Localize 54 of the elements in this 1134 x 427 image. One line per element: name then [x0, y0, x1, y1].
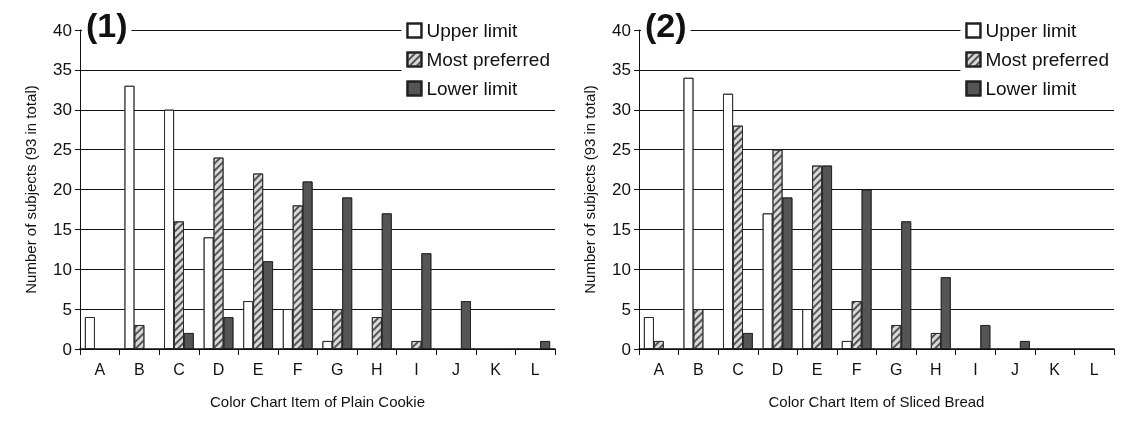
legend-label: Lower limit: [426, 78, 518, 99]
x-tick-label: D: [771, 360, 784, 378]
x-tick-label: H: [371, 360, 383, 378]
y-tick-label: 20: [612, 180, 631, 199]
x-tick-label: J: [452, 360, 461, 378]
legend-label: Most preferred: [426, 49, 550, 70]
x-tick-label: F: [292, 360, 303, 378]
y-tick-label: 30: [612, 100, 631, 120]
chart-title: (1): [86, 6, 128, 44]
x-tick-label: I: [414, 360, 419, 378]
x-tick-label: B: [134, 360, 145, 378]
y-tick-label: 35: [53, 60, 72, 80]
x-tick-label: H: [930, 360, 942, 378]
y-tick-label: 15: [53, 219, 72, 239]
legend-label: Upper limit: [985, 20, 1077, 41]
x-tick-label: C: [732, 360, 744, 378]
x-tick-label: A: [94, 360, 106, 378]
y-tick-label: 0: [62, 339, 72, 359]
y-tick-label: 5: [62, 299, 72, 319]
y-tick-label: 20: [53, 180, 72, 199]
y-tick-label: 15: [612, 219, 631, 239]
x-tick-label: E: [252, 360, 264, 378]
x-tick-label: F: [851, 360, 862, 378]
x-axis-title: Color Chart Item of Plain Cookie: [209, 393, 426, 410]
x-tick-label: D: [212, 360, 225, 378]
legend-label: Upper limit: [426, 20, 518, 41]
y-tick-label: 10: [612, 259, 631, 279]
x-tick-label: J: [1011, 360, 1020, 378]
y-tick-label: 40: [612, 20, 631, 40]
y-tick-label: 0: [621, 339, 631, 359]
legend-label: Most preferred: [985, 49, 1109, 70]
x-tick-label: A: [653, 360, 665, 378]
x-tick-label: L: [1089, 360, 1099, 378]
y-tick-label: 30: [53, 100, 72, 120]
y-tick-label: 25: [612, 140, 631, 160]
x-tick-label: K: [1049, 360, 1061, 378]
x-tick-label: G: [331, 360, 344, 378]
y-axis-title: Number of subjects (93 in total): [22, 85, 39, 294]
x-tick-label: G: [890, 360, 903, 378]
x-tick-label: B: [693, 360, 704, 378]
x-tick-label: I: [973, 360, 978, 378]
y-axis-title: Number of subjects (93 in total): [581, 85, 598, 294]
y-tick-label: 25: [53, 140, 72, 160]
x-tick-label: K: [490, 360, 502, 378]
legend-label: Lower limit: [985, 78, 1077, 99]
x-tick-label: L: [530, 360, 540, 378]
x-axis-title: Color Chart Item of Sliced Bread: [768, 393, 985, 410]
y-tick-label: 10: [53, 259, 72, 279]
x-tick-label: E: [811, 360, 823, 378]
chart-title: (2): [645, 6, 687, 44]
y-tick-label: 35: [612, 60, 631, 80]
x-tick-label: C: [173, 360, 185, 378]
y-tick-label: 5: [621, 299, 631, 319]
y-tick-label: 40: [53, 20, 72, 40]
